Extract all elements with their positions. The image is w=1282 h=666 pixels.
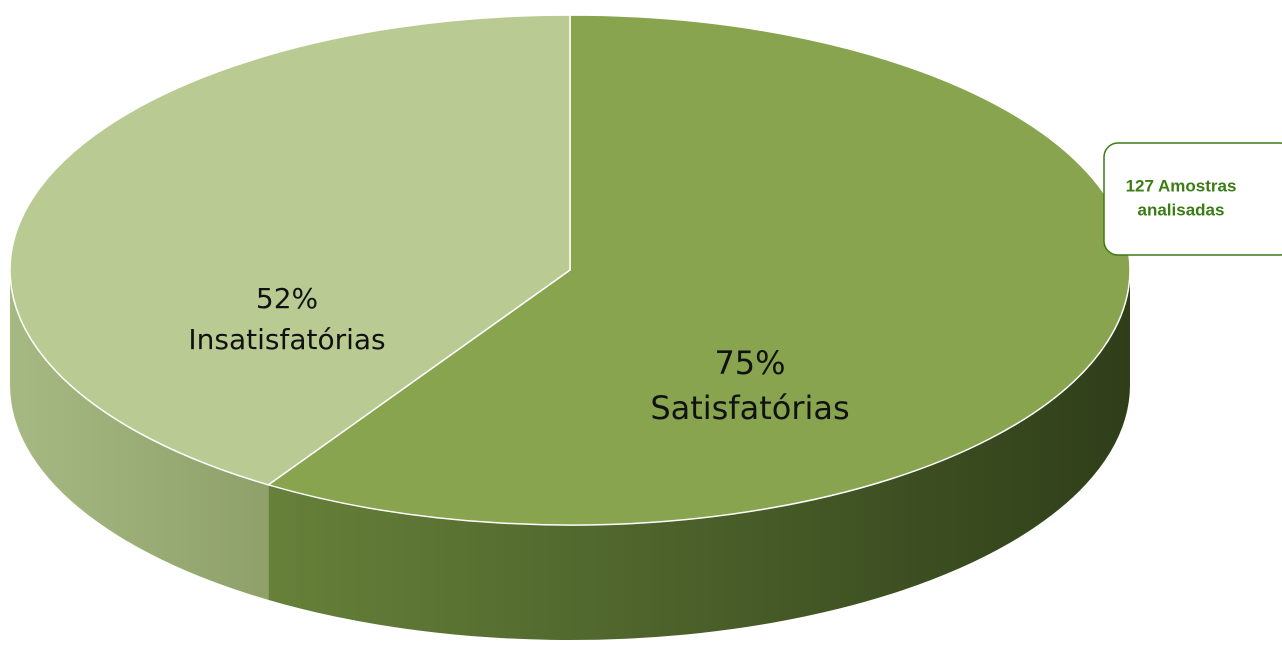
slice-side (268, 270, 1130, 641)
slice-side (10, 270, 269, 600)
annotation: 127 Amostras (1126, 176, 1237, 195)
annotation-box (1103, 142, 1282, 256)
slice (266, 14, 1131, 526)
data-label: 75% (714, 344, 785, 382)
data-label: 52% (256, 282, 318, 315)
slice-label: Insatisfatórias (188, 323, 385, 356)
annotation: analisadas (1138, 200, 1225, 219)
slice-label: Satisfatórias (650, 389, 849, 427)
slice (9, 14, 571, 486)
